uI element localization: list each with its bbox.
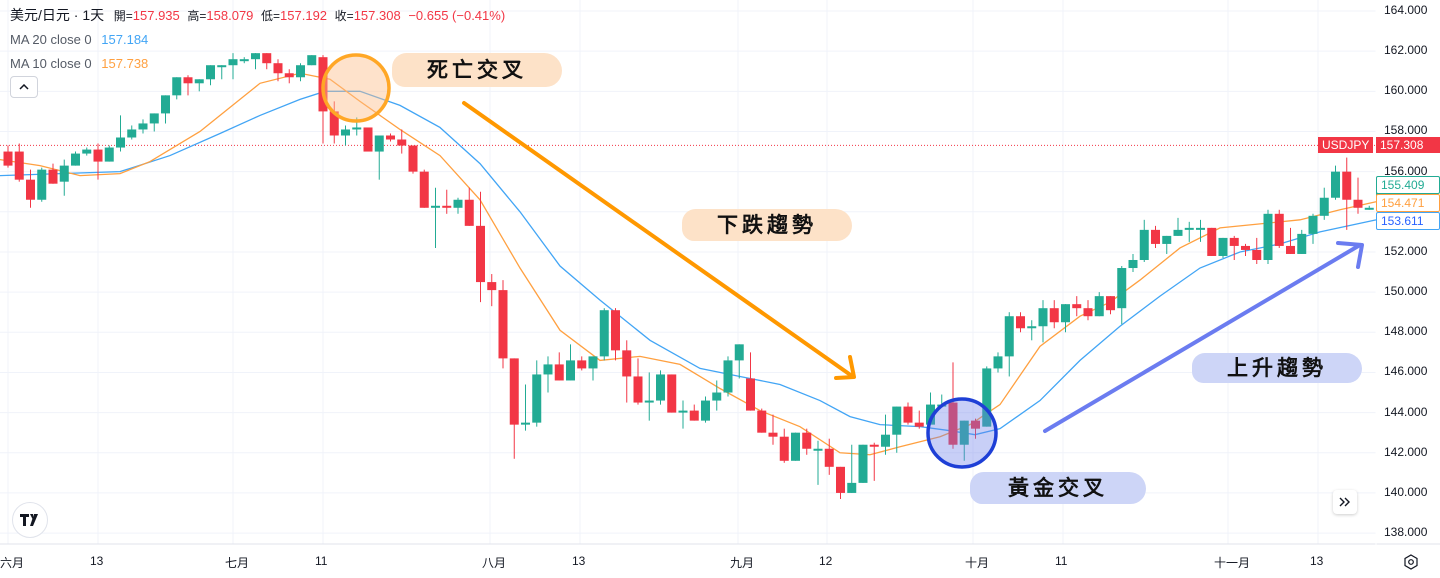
price-axis-label: 146.000 [1384,364,1427,378]
time-axis-label: 13 [90,554,103,568]
downtrend-label: 下跌趨勢 [682,209,852,241]
scroll-to-realtime-button[interactable] [1333,490,1357,514]
close-label: 收= [335,9,354,23]
collapse-legend-button[interactable] [10,76,38,98]
time-axis-label: 十月 [965,554,989,571]
time-axis-label: 11 [1055,554,1067,568]
chevron-up-icon [19,84,29,90]
price-axis-label: 162.000 [1384,43,1427,57]
time-axis-label: 八月 [482,554,506,571]
uptrend-label: 上升趨勢 [1192,353,1362,383]
death-cross-label: 死亡交叉 [392,53,562,87]
price-axis-label: 144.000 [1384,405,1427,419]
ma20-price-tag: 153.611 [1376,212,1440,230]
open-label: 開= [114,9,133,23]
time-axis-label: 12 [819,554,832,568]
chart-settings-button[interactable] [1401,552,1421,572]
ma20-value: 157.184 [101,32,148,47]
close-value: 157.308 [354,8,401,23]
symbol-title[interactable]: 美元/日元 · 1天 [10,7,104,23]
price-axis-label: 142.000 [1384,445,1427,459]
price-axis-label: 150.000 [1384,284,1427,298]
price-axis-label: 158.000 [1384,123,1427,137]
tradingview-icon [20,514,40,526]
last-price-tag: 157.308 [1376,137,1440,153]
time-axis-label: 九月 [730,554,754,571]
time-axis-label: 11 [315,554,327,568]
ma20-legend[interactable]: MA 20 close 0 157.184 [10,30,509,55]
gear-icon [1403,554,1419,570]
price-axis-label: 140.000 [1384,485,1427,499]
double-chevron-right-icon [1339,497,1351,507]
time-axis-label: 十一月 [1214,554,1250,571]
low-value: 157.192 [280,8,327,23]
price-axis-label: 148.000 [1384,324,1427,338]
ma10-value: 157.738 [101,56,148,71]
open-value: 157.935 [133,8,180,23]
high-value: 158.079 [206,8,253,23]
candlestick-chart[interactable] [0,0,1440,578]
time-axis-label: 13 [572,554,585,568]
tradingview-logo[interactable] [12,502,48,538]
low-label: 低= [261,9,280,23]
price-tag-155: 155.409 [1376,176,1440,194]
price-axis-label: 138.000 [1384,525,1427,539]
change-value: −0.655 (−0.41%) [408,8,505,23]
price-axis-label: 160.000 [1384,83,1427,97]
time-axis-label: 六月 [0,554,24,571]
price-axis-label: 152.000 [1384,244,1427,258]
golden-cross-label: 黃金交叉 [970,472,1146,504]
price-axis-label: 164.000 [1384,3,1427,17]
time-axis-label: 13 [1310,554,1323,568]
ohlc-row: 美元/日元 · 1天 開=157.935 高=158.079 低=157.192… [10,5,509,30]
time-axis-label: 七月 [225,554,249,571]
ma10-price-tag: 154.471 [1376,194,1440,212]
symbol-price-tag: USDJPY [1318,137,1373,153]
high-label: 高= [187,9,206,23]
